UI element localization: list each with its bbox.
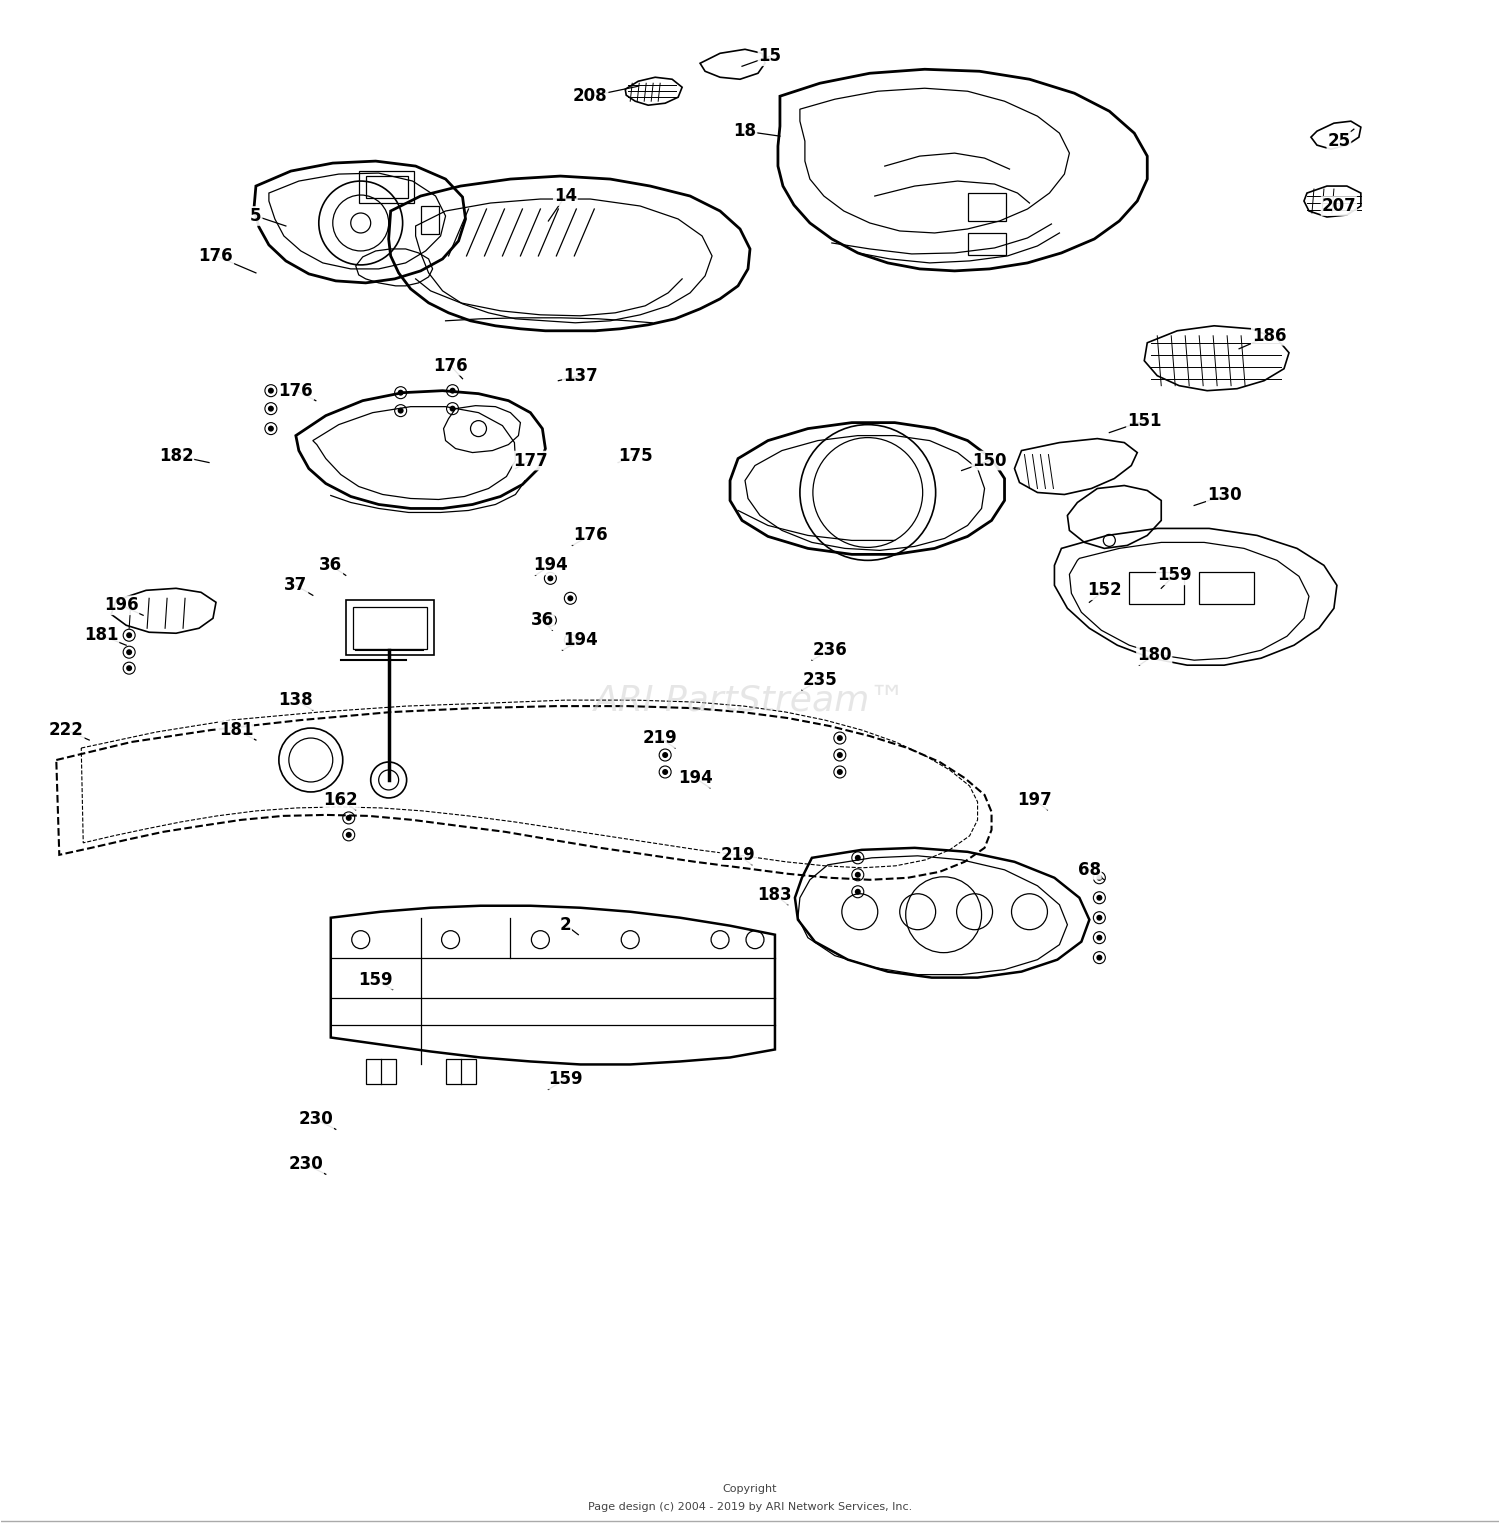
Circle shape: [855, 872, 861, 877]
Bar: [420, 206, 438, 234]
Bar: [446, 1059, 476, 1085]
Circle shape: [126, 649, 132, 656]
Text: 197: 197: [1017, 792, 1052, 808]
Text: 175: 175: [618, 446, 652, 465]
Circle shape: [1096, 955, 1102, 961]
Text: Page design (c) 2004 - 2019 by ARI Network Services, Inc.: Page design (c) 2004 - 2019 by ARI Netwo…: [588, 1502, 912, 1511]
Text: 230: 230: [298, 1111, 333, 1128]
Text: 182: 182: [159, 446, 194, 465]
Circle shape: [268, 388, 274, 394]
Circle shape: [126, 633, 132, 639]
Text: 194: 194: [532, 556, 567, 575]
Text: 183: 183: [758, 886, 792, 903]
Circle shape: [1096, 895, 1102, 900]
Text: 176: 176: [198, 248, 234, 264]
Circle shape: [837, 735, 843, 741]
Text: 219: 219: [644, 729, 678, 747]
Circle shape: [398, 390, 404, 396]
Text: 235: 235: [802, 671, 837, 689]
Circle shape: [855, 889, 861, 895]
Circle shape: [126, 665, 132, 671]
Text: 159: 159: [548, 1071, 582, 1088]
Circle shape: [567, 596, 573, 602]
Text: 159: 159: [1156, 567, 1191, 584]
Circle shape: [662, 769, 668, 775]
Text: 230: 230: [288, 1155, 322, 1174]
Text: 14: 14: [554, 186, 578, 205]
Circle shape: [1096, 876, 1102, 880]
Text: 196: 196: [104, 596, 138, 614]
Text: 152: 152: [1088, 581, 1122, 599]
Text: 25: 25: [1328, 131, 1350, 150]
Bar: [366, 1059, 396, 1085]
Text: 219: 219: [720, 847, 756, 863]
Circle shape: [1096, 935, 1102, 941]
Text: ARI PartStream™: ARI PartStream™: [594, 683, 906, 717]
Text: 159: 159: [358, 970, 393, 989]
Text: 177: 177: [513, 452, 548, 469]
Text: 37: 37: [284, 576, 308, 594]
Text: 162: 162: [324, 792, 358, 808]
Text: Copyright: Copyright: [723, 1484, 777, 1494]
Text: 150: 150: [972, 452, 1006, 469]
Bar: [1130, 573, 1184, 604]
Circle shape: [662, 752, 668, 758]
Text: 222: 222: [50, 721, 84, 740]
Bar: [1198, 573, 1254, 604]
Text: 130: 130: [1208, 486, 1242, 504]
Bar: [968, 232, 1005, 255]
Text: 137: 137: [562, 367, 597, 385]
Bar: [352, 607, 426, 649]
Text: 176: 176: [573, 527, 608, 544]
Text: 18: 18: [734, 122, 756, 141]
Text: 5: 5: [251, 206, 261, 225]
Text: 236: 236: [813, 642, 847, 659]
Text: 186: 186: [1252, 327, 1287, 345]
Circle shape: [837, 769, 843, 775]
Text: 181: 181: [219, 721, 254, 740]
Circle shape: [837, 752, 843, 758]
Text: 194: 194: [562, 631, 597, 649]
Text: 194: 194: [678, 769, 712, 787]
Bar: [366, 176, 408, 199]
Text: 36: 36: [320, 556, 342, 575]
Text: 207: 207: [1322, 197, 1356, 215]
Circle shape: [567, 637, 573, 643]
Circle shape: [855, 854, 861, 860]
Bar: [345, 601, 433, 656]
Text: 138: 138: [279, 691, 314, 709]
Text: 151: 151: [1126, 411, 1161, 429]
Circle shape: [398, 408, 404, 414]
Circle shape: [268, 405, 274, 411]
Circle shape: [268, 426, 274, 431]
Circle shape: [548, 576, 554, 581]
Text: 181: 181: [84, 626, 118, 645]
Circle shape: [345, 831, 351, 837]
Text: 15: 15: [759, 47, 782, 66]
Text: 176: 176: [433, 356, 468, 374]
Text: 176: 176: [279, 382, 314, 400]
Circle shape: [548, 617, 554, 623]
Text: 208: 208: [573, 87, 608, 105]
Text: 180: 180: [1137, 646, 1172, 665]
Circle shape: [345, 814, 351, 821]
Text: 68: 68: [1078, 860, 1101, 879]
Bar: [358, 171, 414, 203]
Circle shape: [1096, 915, 1102, 921]
Circle shape: [450, 388, 456, 394]
Bar: [968, 193, 1005, 222]
Circle shape: [450, 405, 456, 411]
Text: 36: 36: [531, 611, 554, 630]
Text: 2: 2: [560, 915, 572, 934]
